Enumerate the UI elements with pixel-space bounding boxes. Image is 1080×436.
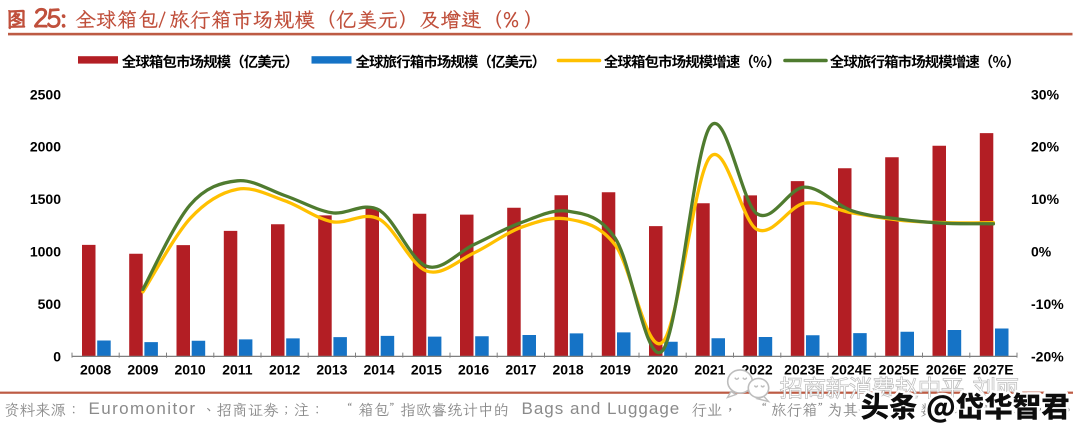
svg-text:2023E: 2023E [784, 362, 824, 378]
svg-text:Euromonitor: Euromonitor [89, 399, 197, 418]
svg-text:2021: 2021 [694, 362, 725, 378]
svg-text:2500: 2500 [30, 86, 61, 102]
svg-text:20%: 20% [1031, 139, 1060, 155]
svg-text:2013: 2013 [316, 362, 347, 378]
svg-text:2017: 2017 [505, 362, 536, 378]
svg-text:2010: 2010 [175, 362, 206, 378]
svg-text:2027E: 2027E [973, 362, 1013, 378]
svg-text:2020: 2020 [647, 362, 678, 378]
svg-text:2024E: 2024E [831, 362, 871, 378]
svg-text:2008: 2008 [80, 362, 111, 378]
svg-text:2015: 2015 [411, 362, 442, 378]
svg-text:1000: 1000 [30, 244, 61, 260]
svg-text:2016: 2016 [458, 362, 489, 378]
svg-text:Bags and Luggage: Bags and Luggage [522, 399, 681, 418]
svg-text:2009: 2009 [127, 362, 158, 378]
svg-text:1500: 1500 [30, 191, 61, 207]
svg-text:2025E: 2025E [879, 362, 919, 378]
svg-text:-20%: -20% [1031, 348, 1064, 364]
svg-text:2019: 2019 [600, 362, 631, 378]
svg-text:2018: 2018 [553, 362, 584, 378]
svg-text:0: 0 [53, 348, 61, 364]
svg-text:2014: 2014 [364, 362, 395, 378]
svg-text:2012: 2012 [269, 362, 300, 378]
svg-text:10%: 10% [1031, 191, 1060, 207]
svg-text:-10%: -10% [1031, 296, 1064, 312]
svg-text:0%: 0% [1031, 244, 1052, 260]
svg-text:2026E: 2026E [926, 362, 966, 378]
svg-text:30%: 30% [1031, 86, 1060, 102]
svg-text:2000: 2000 [30, 139, 61, 155]
svg-text:500: 500 [38, 296, 62, 312]
svg-text:2011: 2011 [222, 362, 253, 378]
